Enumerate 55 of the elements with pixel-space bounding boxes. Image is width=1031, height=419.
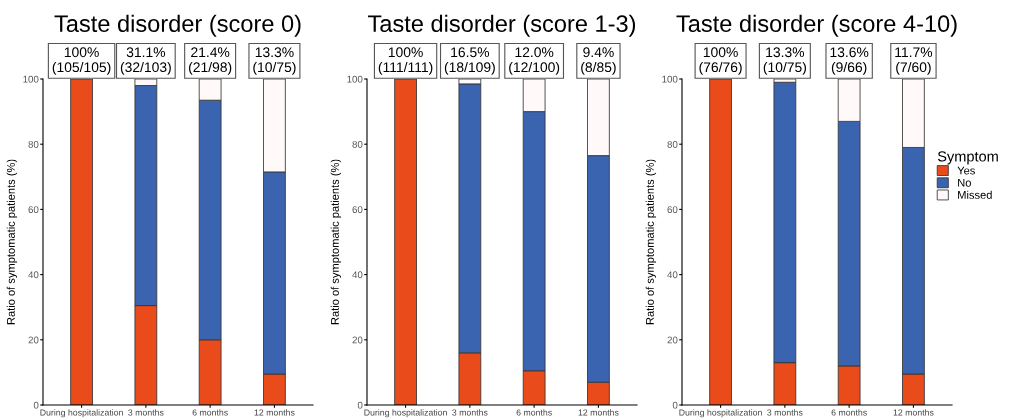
annotation: 21.4% (21/98) xyxy=(189,47,232,75)
annotation: 100% (105/105) xyxy=(52,47,111,75)
x-tick-label: 6 months xyxy=(831,409,867,416)
y-axis-title: Ratio of symptomatic patients (%) xyxy=(645,159,657,325)
y-tick-label: 40 xyxy=(667,271,678,279)
y-tick-label: 20 xyxy=(28,336,39,344)
bar xyxy=(394,79,417,405)
x-tick-label: 3 months xyxy=(128,409,164,416)
y-tick-label: 40 xyxy=(28,271,39,279)
y-tick-label: 60 xyxy=(667,206,678,214)
legend-label: Missed xyxy=(958,190,992,199)
chart-title: Taste disorder (score 4-10) xyxy=(676,14,957,37)
y-tick-label: 100 xyxy=(347,75,363,83)
y-tick-label: 80 xyxy=(28,140,39,148)
x-tick-label: During hospitalization xyxy=(679,409,762,418)
y-tick-label: 0 xyxy=(33,401,39,409)
chart-title: Taste disorder (score 0) xyxy=(54,14,301,37)
y-tick-label: 80 xyxy=(352,140,363,148)
chart-title: Taste disorder (score 1-3) xyxy=(368,14,636,37)
bar xyxy=(709,79,732,405)
x-tick-label: 6 months xyxy=(516,409,552,416)
y-tick-label: 100 xyxy=(23,75,39,83)
annotation: 16.5% (18/109) xyxy=(444,47,495,75)
y-tick-label: 100 xyxy=(662,75,678,83)
bar xyxy=(70,79,93,405)
x-tick-label: 6 months xyxy=(192,409,228,416)
annotation: 100% (76/76) xyxy=(699,47,742,75)
annotation: 9.4% (8/85) xyxy=(581,47,616,75)
y-tick-label: 0 xyxy=(357,401,363,409)
y-tick-label: 40 xyxy=(352,271,363,279)
annotation: 31.1% (32/103) xyxy=(120,47,171,75)
y-tick-label: 60 xyxy=(352,206,363,214)
y-axis-title: Ratio of symptomatic patients (%) xyxy=(330,159,342,325)
y-tick-label: 0 xyxy=(672,401,678,409)
y-tick-label: 20 xyxy=(352,336,363,344)
x-tick-label: 3 months xyxy=(452,409,488,416)
annotation: 13.3% (10/75) xyxy=(763,47,806,75)
y-tick-label: 20 xyxy=(667,336,678,344)
y-tick-label: 60 xyxy=(28,206,39,214)
annotation: 13.3% (10/75) xyxy=(253,47,296,75)
legend-label: No xyxy=(958,178,971,187)
x-tick-label: 12 months xyxy=(254,409,295,416)
x-tick-label: 3 months xyxy=(767,409,803,416)
x-tick-label: 12 months xyxy=(893,409,934,416)
annotation: 100% (111/111) xyxy=(378,47,433,75)
legend-label: Yes xyxy=(957,166,975,175)
x-tick-label: During hospitalization xyxy=(364,409,447,418)
legend-title: Symptom xyxy=(937,151,998,165)
y-axis-title: Ratio of symptomatic patients (%) xyxy=(6,159,18,325)
y-tick-label: 80 xyxy=(667,140,678,148)
x-tick-label: 12 months xyxy=(578,409,619,416)
x-tick-label: During hospitalization xyxy=(40,409,123,418)
annotation: 13.6% (9/66) xyxy=(830,47,869,75)
annotation: 12.0% (12/100) xyxy=(509,47,560,75)
annotation: 11.7% (7/60) xyxy=(895,47,933,75)
